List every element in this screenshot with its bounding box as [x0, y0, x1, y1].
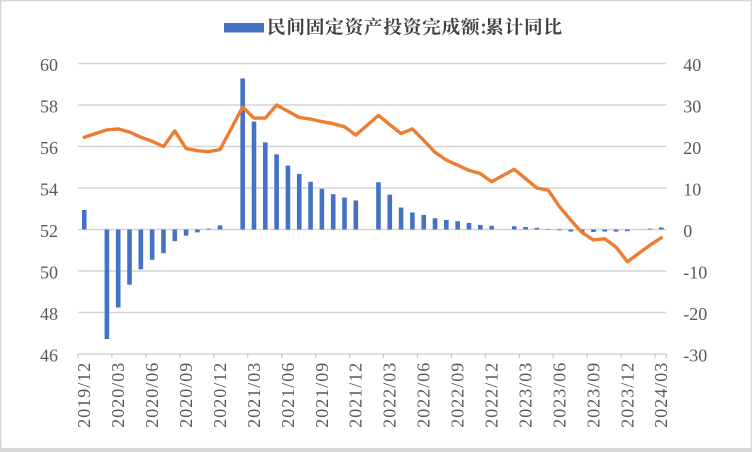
- svg-text:2020/09: 2020/09: [176, 362, 196, 428]
- svg-text:2023/12: 2023/12: [617, 362, 637, 428]
- svg-text:2022/06: 2022/06: [414, 362, 434, 428]
- svg-text:-10: -10: [683, 263, 707, 283]
- svg-text:58: 58: [40, 97, 58, 117]
- svg-text:2024/03: 2024/03: [651, 362, 671, 428]
- svg-text:54: 54: [40, 180, 58, 200]
- svg-text:60: 60: [40, 55, 58, 75]
- svg-text:2020/06: 2020/06: [142, 362, 162, 428]
- svg-text:10: 10: [683, 180, 701, 200]
- svg-text:30: 30: [683, 97, 701, 117]
- svg-text:0: 0: [683, 221, 692, 241]
- svg-text:2020/12: 2020/12: [210, 362, 230, 428]
- svg-text:2021/06: 2021/06: [278, 362, 298, 428]
- svg-text:2021/09: 2021/09: [312, 362, 332, 428]
- svg-text:20: 20: [683, 138, 701, 158]
- svg-text:2023/09: 2023/09: [583, 362, 603, 428]
- svg-text:40: 40: [683, 55, 701, 75]
- svg-text:56: 56: [40, 138, 58, 158]
- svg-text:2020/03: 2020/03: [108, 362, 128, 428]
- svg-text:2022/12: 2022/12: [482, 362, 502, 428]
- svg-text:2023/06: 2023/06: [549, 362, 569, 428]
- svg-text:-20: -20: [683, 304, 707, 324]
- svg-text:2021/03: 2021/03: [244, 362, 264, 428]
- svg-text:46: 46: [40, 346, 58, 366]
- svg-text:2022/09: 2022/09: [448, 362, 468, 428]
- svg-text:2021/12: 2021/12: [346, 362, 366, 428]
- svg-text:2019/12: 2019/12: [74, 362, 94, 428]
- svg-text:52: 52: [40, 221, 58, 241]
- svg-text:50: 50: [40, 263, 58, 283]
- svg-text:2022/03: 2022/03: [380, 362, 400, 428]
- svg-text:48: 48: [40, 304, 58, 324]
- svg-text:-30: -30: [683, 346, 707, 366]
- svg-text:2023/03: 2023/03: [516, 362, 536, 428]
